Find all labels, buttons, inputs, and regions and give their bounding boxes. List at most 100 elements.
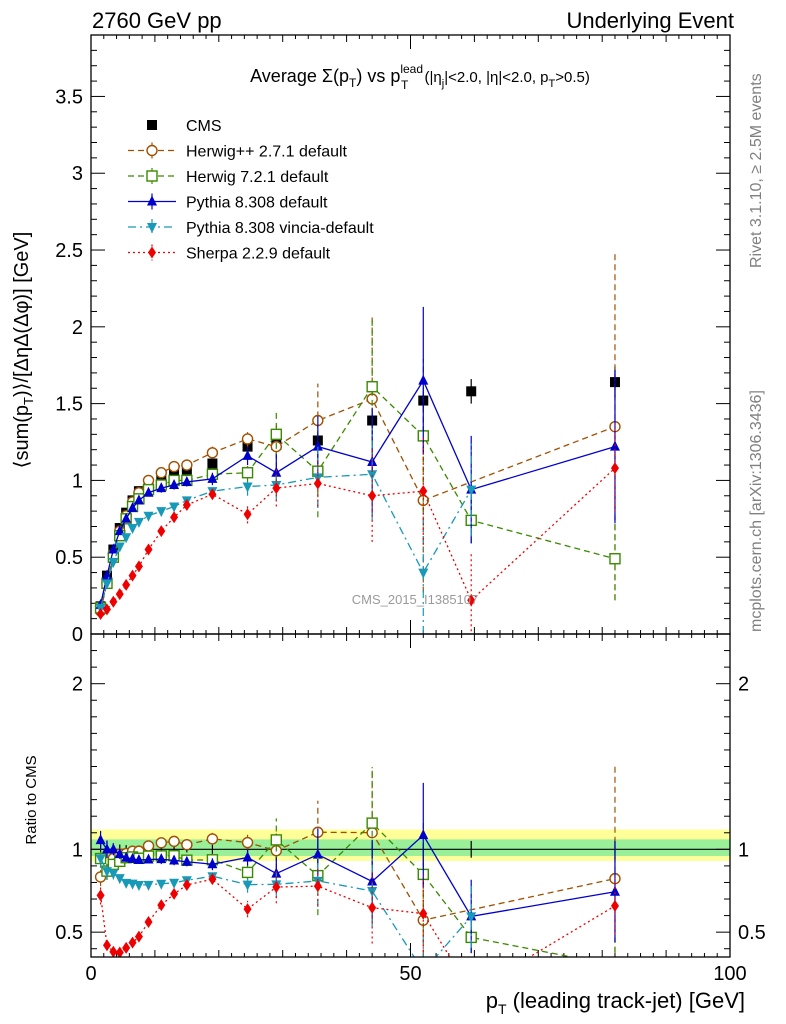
y-tick-label-main: 1.5 (55, 394, 83, 416)
ratio-point (418, 829, 429, 840)
data-point (368, 489, 377, 502)
data-point (157, 525, 166, 538)
side-label-bottom: mcplots.cern.ch [arXiv:1306.3436] (748, 390, 765, 632)
ratio-line (100, 831, 616, 921)
data-point (121, 512, 132, 523)
data-point (134, 560, 143, 573)
ratio-point (466, 912, 477, 923)
ratio-point (168, 835, 180, 848)
y-tick-label-ratio-right: 2 (738, 674, 749, 696)
ratio-point (122, 941, 131, 954)
ratio-point (169, 878, 180, 889)
ratio-point (609, 885, 620, 896)
ratio-series-3 (95, 782, 620, 954)
ratio-point (114, 874, 125, 885)
ratio-point (115, 946, 124, 957)
ratio-series-5 (96, 866, 619, 998)
ratio-point (181, 838, 193, 851)
series-line (99, 398, 616, 612)
ratio-point (96, 889, 105, 902)
ratio-point (157, 899, 166, 912)
legend-marker (146, 170, 158, 182)
ratio-point (207, 858, 218, 869)
legend-label: Pythia 8.308 default (186, 195, 328, 212)
data-point (181, 459, 193, 471)
x-tick-label: 0 (85, 963, 96, 985)
legend-marker (147, 195, 157, 206)
data-point (108, 543, 119, 554)
y-tick-label-main: 3.5 (55, 86, 83, 108)
data-point (418, 568, 429, 579)
ratio-point (142, 840, 155, 852)
data-point (101, 569, 112, 580)
ratio-point (367, 875, 378, 886)
data-point (155, 467, 167, 479)
data-point (419, 485, 428, 498)
y-tick-label-ratio-right: 1 (738, 839, 749, 861)
y-tick-label-main: 2 (72, 317, 83, 339)
data-point (466, 386, 477, 397)
data-point (182, 498, 191, 511)
data-point (208, 488, 217, 501)
ratio-point (121, 851, 132, 862)
data-point (169, 479, 180, 490)
data-point (128, 569, 137, 582)
series-line (99, 379, 616, 605)
data-point (96, 608, 105, 621)
ratio-point (241, 836, 254, 849)
ratio-point (108, 843, 119, 854)
ratio-point (156, 853, 167, 864)
header-left: 2760 GeV pp (92, 8, 222, 33)
data-point (114, 542, 125, 553)
main-data (94, 253, 621, 634)
data-point (143, 486, 154, 497)
side-label-top: Rivet 3.1.10, ≥ 2.5M events (748, 73, 765, 268)
ratio-frame (90, 633, 731, 958)
ratio-point (133, 854, 144, 865)
ratio-point (206, 833, 219, 845)
main-panel: 0 0.5 1 1.5 2 2.5 3 3.5 (55, 34, 731, 646)
data-point (241, 467, 254, 479)
data-point (366, 381, 378, 393)
data-point (127, 524, 138, 535)
data-point (466, 485, 477, 496)
data-point (133, 517, 144, 528)
data-point (169, 469, 180, 480)
ratio-point (108, 869, 119, 880)
ratio-point (155, 837, 167, 849)
ratio-point (419, 907, 428, 920)
y-tick-label-main: 0.5 (55, 547, 83, 569)
x-axis-label: pT (leading track-jet) [GeV] (486, 988, 745, 1017)
data-point (242, 449, 253, 460)
ratio-point (243, 903, 252, 916)
ratio-point (241, 866, 254, 879)
ratio-point (133, 880, 144, 891)
ratio-point (182, 878, 191, 891)
data-point (609, 553, 621, 565)
y-axis-label-main: ⟨sum(pT)⟩/[ΔηΔ(Δφ)] [GeV] (11, 232, 36, 469)
data-point (144, 543, 153, 556)
series-3 (95, 306, 620, 609)
y-tick-label-main: 1 (72, 470, 83, 492)
y-tick-label-main: 2.5 (55, 240, 83, 262)
data-point (610, 462, 619, 475)
y-tick-label-ratio: 1 (72, 839, 83, 861)
data-point (207, 472, 218, 483)
legend-marker (146, 144, 158, 157)
ratio-point (467, 986, 475, 998)
ratio-point (95, 834, 106, 845)
ratio-point (128, 936, 137, 949)
data-point (313, 477, 322, 490)
data-point (271, 466, 282, 477)
ratio-point (242, 851, 253, 862)
legend-label: CMS (186, 118, 222, 135)
ratio-point (144, 916, 153, 929)
legend-label: Herwig 7.2.1 default (186, 169, 329, 186)
ratio-point (127, 852, 138, 863)
x-tick-label: 50 (399, 963, 421, 985)
data-point (312, 440, 323, 451)
ratio-point (270, 834, 283, 846)
ratio-point (208, 873, 217, 886)
header-right: Underlying Event (566, 8, 734, 33)
